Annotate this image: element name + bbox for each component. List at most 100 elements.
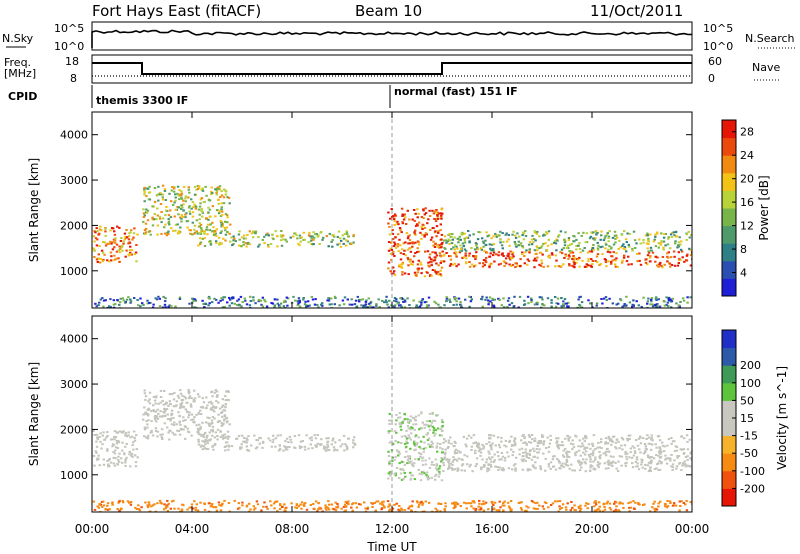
freq-trace: [92, 62, 692, 75]
power-colorbar-label: Power [dB]: [757, 175, 771, 240]
power-colorbar-segment: [722, 243, 736, 262]
velocity-colorbar-segment: [722, 347, 736, 366]
velocity-colorbar-segment: [722, 365, 736, 384]
power-colorbar-tick-label: 28: [740, 126, 754, 139]
velocity-colorbar-tick-label: -15: [740, 430, 758, 443]
nsearch-bottom-tick: 10^0: [703, 40, 733, 53]
power-colorbar: 4 8 12 16 20 24 28 Power [dB]: [721, 119, 771, 297]
velocity-colorbar-tick-label: 15: [740, 412, 754, 425]
velocity-region-1: [142, 389, 231, 441]
power-colorbar-segment: [722, 155, 736, 174]
freq-bottom-tick: 8: [70, 72, 77, 85]
beam-title: Beam 10: [355, 2, 422, 20]
date-title: 11/Oct/2011: [590, 2, 683, 20]
nsearch-top-tick: 10^5: [703, 22, 733, 35]
power-region-0: [92, 225, 139, 264]
power-colorbar-tick-label: 24: [740, 149, 754, 162]
nsky-strip-frame: [91, 21, 693, 51]
power-region-1: [142, 184, 232, 237]
x-tick-label: 20:00: [575, 522, 610, 536]
x-axis-label: Time UT: [366, 540, 417, 554]
velocity-region-3: [387, 411, 445, 482]
velocity-colorbar-label: Velocity [m s^-1]: [775, 366, 789, 470]
freq-top-tick: 18: [65, 55, 79, 68]
velocity-colorbar: -200 -100 -50 -15 15 50 100 200 Velocity [m s^-1…: [721, 329, 789, 507]
x-tick-label: 12:00: [375, 522, 410, 536]
velocity-colorbar-tick-label: 50: [740, 394, 754, 407]
x-tick-labels: 00:00 04:00 08:00 12:00 16:00 20:00 00:00: [75, 522, 710, 536]
velocity-y-axis-label: Slant Range [km]: [27, 362, 41, 466]
power-colorbar-segment: [722, 278, 736, 297]
x-tick-label: 08:00: [275, 522, 310, 536]
velocity-panel: 1000 2000 3000 4000 Slant Range [km]: [27, 315, 693, 513]
station-title: Fort Hays East (fitACF): [92, 2, 261, 20]
power-ytick-label: 2000: [60, 219, 88, 232]
velocity-colorbar-segment: [722, 400, 736, 419]
velocity-colorbar-segment: [722, 453, 736, 472]
nave-bottom-tick: 0: [708, 72, 715, 85]
velocity-colorbar-tick-label: -50: [740, 447, 758, 460]
power-ytick-label: 4000: [60, 129, 88, 142]
x-tick-label: 00:00: [75, 522, 110, 536]
power-panel: 1000 2000 3000 4000 Slant Range [km]: [27, 111, 693, 309]
nave-label: Nave: [752, 61, 780, 74]
nsearch-label: N.Search: [745, 32, 795, 45]
power-y-axis-label: Slant Range [km]: [27, 158, 41, 262]
velocity-colorbar-segment: [722, 418, 736, 437]
freq-strip-frame: [91, 54, 693, 84]
freq-label-line2: [MHz]: [4, 67, 36, 80]
cpid-program-2: normal (fast) 151 IF: [394, 85, 518, 98]
velocity-region-4: [442, 434, 692, 473]
velocity-colorbar-segment: [722, 488, 736, 507]
power-colorbar-frame: [721, 119, 737, 297]
power-colorbar-tick-label: 20: [740, 173, 754, 186]
power-ytick-label: 1000: [60, 265, 88, 278]
velocity-ytick-label: 1000: [60, 469, 88, 482]
power-colorbar-segment: [722, 120, 736, 139]
power-scatter-cells: [92, 184, 692, 308]
power-ytick-label: 3000: [60, 174, 88, 187]
velocity-colorbar-tick-label: 100: [740, 377, 761, 390]
nsky-trace: [91, 29, 693, 48]
velocity-ytick-label: 3000: [60, 378, 88, 391]
velocity-region-5: [92, 499, 692, 512]
power-colorbar-tick-label: 16: [740, 196, 754, 209]
freq-label-line1: Freq.: [4, 56, 31, 69]
power-colorbar-segment: [722, 172, 736, 191]
power-colorbar-segment: [722, 225, 736, 244]
velocity-region-0: [92, 430, 139, 468]
cpid-label: CPID: [8, 90, 37, 103]
velocity-colorbar-tick-label: 200: [740, 359, 761, 372]
power-colorbar-segment: [722, 190, 736, 209]
velocity-scatter-cells: [92, 389, 692, 512]
velocity-colorbar-tick-label: -200: [740, 482, 765, 495]
power-colorbar-tick-label: 12: [740, 220, 754, 233]
velocity-ytick-label: 4000: [60, 333, 88, 346]
x-tick-label: 04:00: [175, 522, 210, 536]
velocity-colorbar-segment: [722, 470, 736, 489]
power-colorbar-segment: [722, 260, 736, 279]
velocity-colorbar-segment: [722, 382, 736, 401]
cpid-program-1: themis 3300 IF: [96, 94, 188, 107]
nave-top-tick: 60: [708, 55, 722, 68]
x-tick-label: 16:00: [475, 522, 510, 536]
power-region-3: [387, 207, 444, 278]
velocity-colorbar-segment: [722, 435, 736, 454]
power-region-6: [94, 295, 692, 308]
power-colorbar-segment: [722, 137, 736, 156]
velocity-ytick-label: 2000: [60, 423, 88, 436]
x-tick-label: 00:00: [675, 522, 710, 536]
velocity-region-2: [197, 434, 357, 452]
power-region-2: [197, 230, 355, 248]
velocity-colorbar-segment: [722, 330, 736, 349]
velocity-colorbar-tick-label: -100: [740, 465, 765, 478]
power-region-4: [442, 250, 692, 269]
power-region-5: [442, 230, 692, 253]
power-colorbar-tick-label: 8: [740, 243, 747, 256]
nsky-label: N.Sky: [2, 32, 34, 45]
power-colorbar-tick-label: 4: [740, 267, 747, 280]
power-colorbar-segment: [722, 208, 736, 227]
nsky-line: [91, 29, 693, 48]
nsky-bottom-tick: 10^0: [54, 40, 84, 53]
